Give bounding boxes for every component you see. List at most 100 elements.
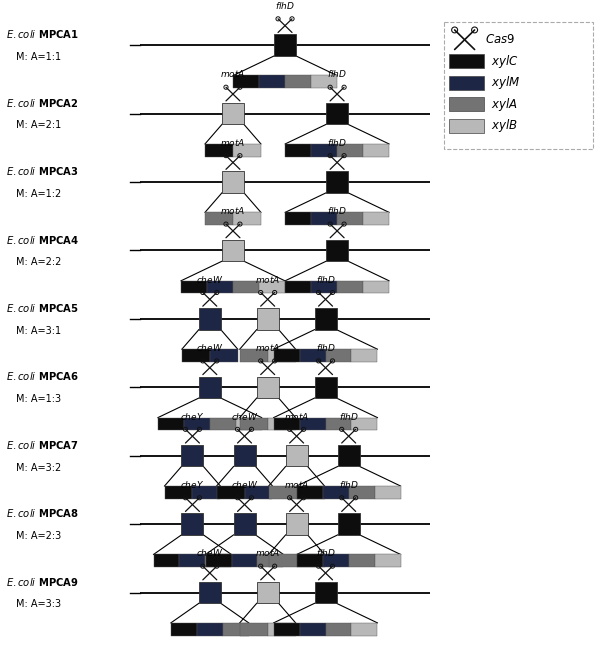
Text: M: A=2:3: M: A=2:3 bbox=[16, 531, 61, 541]
Text: $\it{flhD}$: $\it{flhD}$ bbox=[327, 68, 347, 79]
Bar bbox=[338, 513, 359, 535]
Text: $\it{E. coli}$ MPCA7: $\it{E. coli}$ MPCA7 bbox=[6, 439, 78, 451]
Bar bbox=[267, 349, 296, 362]
Bar bbox=[273, 418, 300, 430]
Bar bbox=[182, 349, 210, 362]
Bar bbox=[300, 418, 325, 430]
Bar bbox=[240, 349, 267, 362]
Bar bbox=[240, 418, 267, 430]
Text: $\it{E. coli}$ MPCA6: $\it{E. coli}$ MPCA6 bbox=[6, 370, 79, 382]
Bar bbox=[181, 281, 207, 293]
Bar bbox=[267, 623, 296, 636]
Bar bbox=[352, 623, 377, 636]
Bar bbox=[257, 308, 279, 330]
Bar bbox=[205, 212, 233, 225]
Bar bbox=[222, 103, 244, 124]
Bar bbox=[285, 281, 311, 293]
Text: $\it{flhD}$: $\it{flhD}$ bbox=[327, 137, 347, 148]
Bar bbox=[311, 212, 337, 225]
Text: M: A=1:1: M: A=1:1 bbox=[16, 52, 61, 62]
Bar bbox=[210, 418, 236, 430]
Bar bbox=[323, 555, 349, 567]
Bar bbox=[285, 445, 307, 466]
Bar bbox=[197, 623, 223, 636]
Text: $\it{E. coli}$ MPCA1: $\it{E. coli}$ MPCA1 bbox=[6, 29, 79, 41]
Bar bbox=[210, 349, 238, 362]
Bar bbox=[285, 144, 311, 157]
Text: $\it{E. coli}$ MPCA2: $\it{E. coli}$ MPCA2 bbox=[6, 96, 78, 109]
Bar bbox=[192, 486, 220, 499]
Text: $\it{E. coli}$ MPCA9: $\it{E. coli}$ MPCA9 bbox=[6, 576, 78, 588]
Text: $\it{cheW}$: $\it{cheW}$ bbox=[196, 342, 223, 353]
Bar bbox=[199, 308, 221, 330]
Text: $\it{motA}$: $\it{motA}$ bbox=[284, 410, 309, 422]
Bar bbox=[217, 486, 245, 499]
Bar bbox=[300, 349, 325, 362]
Bar bbox=[449, 76, 484, 90]
Bar bbox=[269, 555, 297, 567]
Bar bbox=[222, 239, 244, 261]
Bar bbox=[158, 418, 184, 430]
Text: M: A=3:1: M: A=3:1 bbox=[16, 326, 61, 336]
Text: $\it{xylC}$: $\it{xylC}$ bbox=[491, 53, 518, 70]
Bar bbox=[233, 445, 256, 466]
Text: M: A=2:2: M: A=2:2 bbox=[16, 257, 61, 267]
Bar bbox=[449, 119, 484, 132]
Bar bbox=[240, 623, 267, 636]
Bar bbox=[311, 76, 337, 88]
Bar bbox=[259, 76, 285, 88]
Text: $\it{xylB}$: $\it{xylB}$ bbox=[491, 117, 518, 134]
Bar bbox=[326, 239, 348, 261]
Text: $\it{cheW}$: $\it{cheW}$ bbox=[231, 410, 259, 422]
Bar bbox=[207, 281, 233, 293]
Bar bbox=[236, 418, 261, 430]
Bar bbox=[297, 555, 325, 567]
Text: $\it{E. coli}$ MPCA4: $\it{E. coli}$ MPCA4 bbox=[6, 233, 79, 245]
Bar bbox=[199, 376, 221, 398]
Text: $\it{flhD}$: $\it{flhD}$ bbox=[275, 0, 295, 11]
Bar bbox=[273, 623, 300, 636]
Text: $\it{cheW}$: $\it{cheW}$ bbox=[196, 547, 223, 559]
Bar bbox=[205, 555, 232, 567]
Text: $\it{motA}$: $\it{motA}$ bbox=[220, 137, 245, 148]
Text: $\it{motA}$: $\it{motA}$ bbox=[255, 342, 281, 353]
Bar bbox=[300, 623, 325, 636]
Bar bbox=[205, 555, 232, 567]
Text: $\it{xylA}$: $\it{xylA}$ bbox=[491, 96, 517, 113]
Bar bbox=[222, 172, 244, 193]
Text: $\it{motA}$: $\it{motA}$ bbox=[220, 205, 245, 216]
Bar bbox=[311, 144, 337, 157]
Text: M: A=3:3: M: A=3:3 bbox=[16, 599, 61, 609]
Text: $\it{xylM}$: $\it{xylM}$ bbox=[491, 74, 520, 91]
Bar bbox=[375, 486, 401, 499]
Bar bbox=[285, 513, 307, 535]
Bar bbox=[267, 418, 296, 430]
Bar bbox=[337, 281, 363, 293]
Bar bbox=[259, 281, 285, 293]
Text: $\it{flhD}$: $\it{flhD}$ bbox=[316, 547, 336, 559]
Text: M: A=1:3: M: A=1:3 bbox=[16, 394, 61, 404]
Bar bbox=[273, 349, 300, 362]
Bar bbox=[325, 418, 352, 430]
Text: $\it{cheW}$: $\it{cheW}$ bbox=[196, 274, 223, 285]
Bar bbox=[297, 555, 323, 567]
Bar bbox=[233, 281, 259, 293]
Text: $\it{flhD}$: $\it{flhD}$ bbox=[338, 479, 359, 490]
Bar bbox=[297, 486, 325, 499]
Text: M: A=2:1: M: A=2:1 bbox=[16, 120, 61, 130]
Bar bbox=[352, 418, 377, 430]
Text: $\it{E. coli}$ MPCA5: $\it{E. coli}$ MPCA5 bbox=[6, 302, 78, 314]
Text: $\it{flhD}$: $\it{flhD}$ bbox=[316, 342, 336, 353]
Bar bbox=[297, 486, 323, 499]
Bar bbox=[257, 555, 284, 567]
Bar bbox=[363, 212, 389, 225]
Bar bbox=[315, 582, 337, 603]
Bar bbox=[349, 555, 375, 567]
Bar bbox=[285, 212, 311, 225]
Bar bbox=[205, 144, 233, 157]
Bar bbox=[349, 486, 375, 499]
Bar bbox=[153, 555, 180, 567]
Bar bbox=[165, 486, 192, 499]
Text: $\it{Cas9}$: $\it{Cas9}$ bbox=[485, 33, 515, 47]
Bar bbox=[326, 172, 348, 193]
